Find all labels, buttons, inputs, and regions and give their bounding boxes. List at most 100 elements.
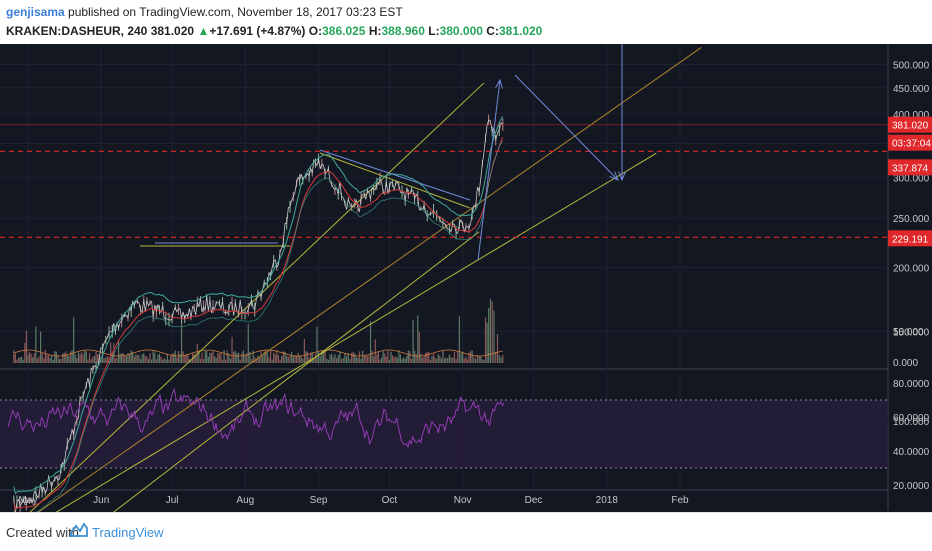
volume-bar (88, 353, 91, 363)
price-labels: 381.020 03:37:04 337.874 229.191 (888, 116, 932, 247)
volume-bar (154, 352, 156, 363)
volume-bar (71, 350, 73, 363)
volume-bar (297, 352, 299, 363)
volume-bar (439, 355, 441, 363)
time-axis-tick: Jul (166, 495, 179, 506)
volume-bar (311, 352, 313, 363)
volume-bar (409, 351, 411, 363)
volume-bar (105, 357, 107, 363)
volume-bar (274, 354, 276, 363)
volume-bar (358, 351, 361, 363)
volume-bar (221, 359, 224, 363)
volume-bar (21, 356, 23, 363)
volume-bar (151, 359, 153, 363)
volume-bar (376, 354, 378, 363)
volume-bar (319, 356, 321, 363)
volume-bar (423, 356, 425, 363)
volume-bar (362, 350, 364, 363)
volume-bar (158, 353, 161, 363)
volume-bar (426, 352, 428, 363)
volume-bar (149, 353, 151, 363)
volume-bar (35, 326, 37, 363)
volume-bar (80, 352, 83, 363)
volume-bar (65, 351, 67, 363)
volume-bar (277, 355, 280, 363)
volume-bar (268, 357, 270, 363)
volume-bar (316, 326, 318, 363)
volume-bar (483, 359, 485, 363)
trendline-yellow (112, 231, 480, 512)
volume-bar (403, 357, 405, 363)
level-label: 337.874 (892, 163, 929, 174)
volume-bar (478, 356, 480, 363)
change-arrow-icon: ▲ (197, 24, 210, 38)
volume-bar (462, 351, 464, 363)
volume-bar (165, 359, 167, 363)
volume-bar (218, 353, 220, 363)
volume-bar (458, 316, 460, 363)
volume-bar (121, 353, 123, 363)
axes: 500.000450.000400.000350.000300.000250.0… (19, 60, 930, 506)
volume-bar (412, 319, 414, 363)
author-link[interactable]: genjisama (6, 5, 65, 19)
price-series (13, 114, 504, 512)
volume-bar (453, 352, 455, 363)
projection-arrow (514, 74, 619, 181)
volume-bar (371, 350, 373, 363)
volume-bar (417, 315, 419, 363)
volume-bar (242, 350, 245, 363)
volume-bar (155, 359, 157, 363)
volume-bar (229, 358, 232, 363)
volume-bar (54, 351, 56, 363)
volume-bar (38, 356, 40, 363)
rsi-axis-tick: 60.0000 (893, 413, 930, 424)
volume-bar (335, 358, 338, 363)
volume-bar (279, 359, 281, 363)
volume-bar (17, 357, 20, 363)
price-axis-tick: 100.000 (893, 417, 930, 428)
volume-bar (377, 352, 380, 363)
volume-bar (496, 334, 499, 363)
volume-bar (110, 342, 112, 363)
volume-bar (340, 358, 343, 363)
volume-bar (469, 351, 472, 363)
projection-arrows (477, 44, 626, 261)
volume-bar (331, 353, 333, 363)
volume-bar (68, 355, 70, 363)
time-axis-tick: Aug (236, 495, 254, 506)
price-axis-tick: 200.000 (893, 264, 930, 275)
volume-bar (303, 338, 305, 363)
high-value: 388.960 (381, 24, 425, 38)
volume-bar (398, 350, 400, 363)
volume-bar (436, 358, 438, 363)
tradingview-brand[interactable]: TradingView (92, 525, 164, 540)
volume-bar (133, 356, 135, 363)
volume-bar (185, 354, 187, 363)
price-axis-tick: 450.000 (893, 84, 930, 95)
volume-bar (344, 352, 346, 363)
volume-bar (135, 354, 137, 363)
volume-bar (195, 355, 197, 363)
volume-bar (366, 356, 368, 363)
time-axis-tick: Nov (454, 495, 472, 506)
volume-bar (228, 353, 230, 363)
volume-bar (334, 354, 336, 363)
volume-bar (47, 354, 50, 363)
volume-bar (231, 336, 233, 363)
volume-bar (41, 353, 43, 363)
volume-bar (357, 357, 359, 363)
volume-bar (177, 351, 180, 363)
volume-bar (431, 356, 433, 363)
price-chart[interactable]: 500.000450.000400.000350.000300.000250.0… (0, 44, 932, 512)
rsi-axis-tick: 40.0000 (893, 447, 930, 458)
price-axis-tick: 0.000 (893, 358, 918, 369)
volume-bar (176, 357, 178, 363)
volume-bar (217, 352, 219, 363)
volume-bar (355, 357, 357, 363)
volume-bar (174, 350, 176, 363)
volume-bar (223, 350, 225, 363)
volume-bar (106, 356, 109, 363)
rsi-axis-tick: 20.0000 (893, 481, 930, 492)
volume-bar (250, 359, 253, 363)
level-label-bg (888, 159, 932, 176)
